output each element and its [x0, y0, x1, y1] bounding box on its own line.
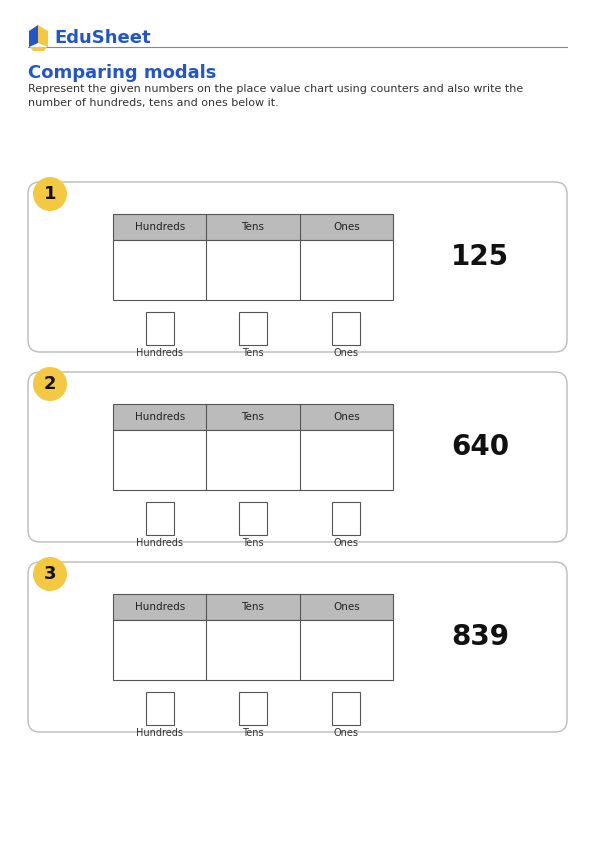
Text: Hundreds: Hundreds — [134, 222, 185, 232]
Text: Tens: Tens — [242, 412, 265, 422]
Text: Tens: Tens — [242, 602, 265, 612]
Text: Tens: Tens — [242, 728, 264, 738]
Bar — [146, 692, 174, 725]
Text: Ones: Ones — [334, 728, 359, 738]
Text: Hundreds: Hundreds — [136, 538, 183, 548]
FancyBboxPatch shape — [28, 562, 567, 732]
Text: EduSheet: EduSheet — [54, 29, 151, 47]
Text: 640: 640 — [451, 433, 509, 461]
Circle shape — [33, 557, 67, 591]
Bar — [113, 620, 393, 680]
Bar — [113, 240, 393, 300]
Text: Ones: Ones — [334, 348, 359, 358]
Bar — [333, 312, 361, 345]
FancyBboxPatch shape — [28, 182, 567, 352]
Circle shape — [33, 367, 67, 401]
Text: Ones: Ones — [333, 602, 360, 612]
Bar — [113, 430, 393, 490]
Bar — [239, 692, 267, 725]
Text: 3: 3 — [44, 565, 57, 583]
Bar — [113, 404, 393, 430]
Text: Tens: Tens — [242, 348, 264, 358]
FancyBboxPatch shape — [28, 372, 567, 542]
Text: Hundreds: Hundreds — [136, 348, 183, 358]
Polygon shape — [30, 47, 47, 51]
Text: Represent the given numbers on the place value chart using counters and also wri: Represent the given numbers on the place… — [28, 84, 523, 108]
Bar — [146, 502, 174, 535]
Text: Ones: Ones — [333, 412, 360, 422]
Text: 1: 1 — [44, 185, 57, 203]
Text: Hundreds: Hundreds — [134, 412, 185, 422]
Text: Ones: Ones — [334, 538, 359, 548]
Text: Tens: Tens — [242, 222, 265, 232]
Text: 839: 839 — [451, 623, 509, 651]
Text: Comparing modals: Comparing modals — [28, 64, 217, 82]
Bar — [239, 502, 267, 535]
Bar — [146, 312, 174, 345]
Polygon shape — [29, 25, 38, 47]
Polygon shape — [38, 25, 48, 47]
Text: 125: 125 — [451, 243, 509, 271]
Text: Hundreds: Hundreds — [134, 602, 185, 612]
Text: Ones: Ones — [333, 222, 360, 232]
Text: Tens: Tens — [242, 538, 264, 548]
Bar — [333, 502, 361, 535]
Bar — [113, 594, 393, 620]
Text: 2: 2 — [44, 375, 57, 393]
Bar — [239, 312, 267, 345]
Text: Hundreds: Hundreds — [136, 728, 183, 738]
Circle shape — [33, 177, 67, 211]
Bar — [333, 692, 361, 725]
Bar — [113, 214, 393, 240]
